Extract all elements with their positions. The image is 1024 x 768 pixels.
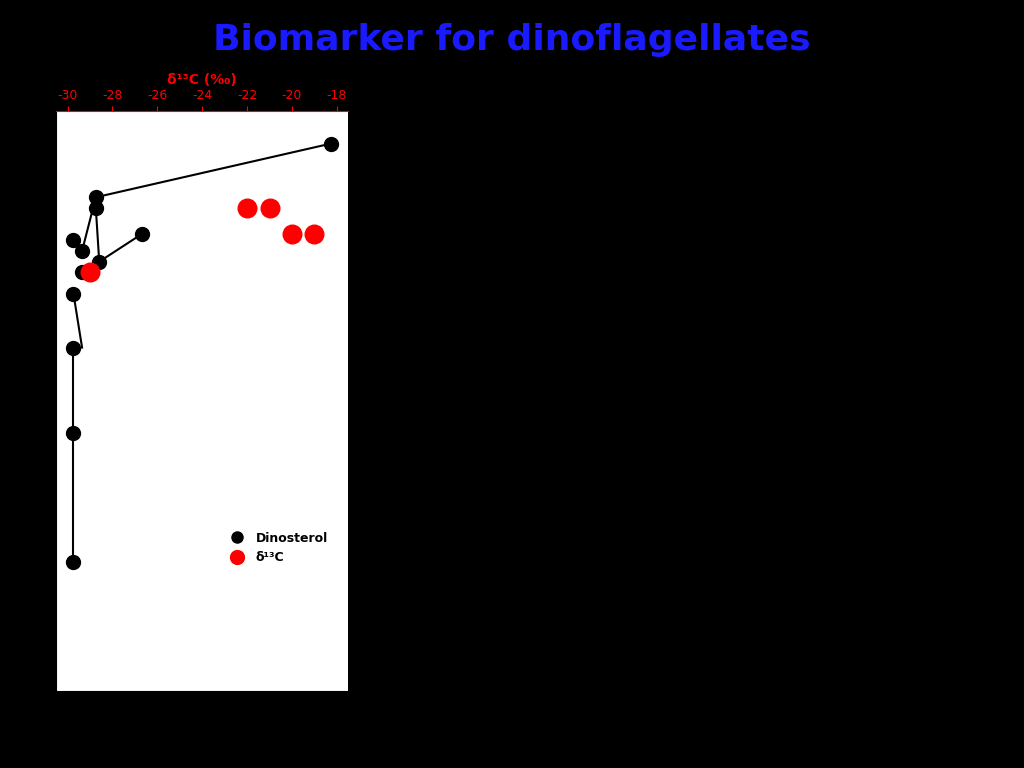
Point (66, 342, 82, 354)
Legend: Dinosterol, δ¹³C: Dinosterol, δ¹³C (220, 527, 333, 569)
Point (66, 427, 82, 439)
Point (66, 556, 82, 568)
Text: Biomarker for dinoflagellates: Biomarker for dinoflagellates (213, 23, 811, 58)
Text: cholest-22E-en-3β-ol): cholest-22E-en-3β-ol) (437, 364, 940, 406)
Point (82, 266, 98, 279)
Point (239, 202, 255, 214)
Point (74, 245, 90, 257)
Point (134, 227, 151, 240)
Text: (4α,23,24-trimethyl-5α-: (4α,23,24-trimethyl-5α- (414, 273, 964, 315)
Point (323, 137, 339, 150)
Point (66, 288, 82, 300)
Point (284, 227, 300, 240)
Point (88, 202, 104, 214)
Point (261, 202, 278, 214)
X-axis label: δ¹³C (‰): δ¹³C (‰) (167, 74, 238, 88)
Text: H: H (631, 594, 639, 604)
Point (88, 191, 104, 204)
Point (306, 227, 323, 240)
Point (91, 256, 108, 268)
Text: H: H (699, 594, 708, 604)
Text: Dinosterol: Dinosterol (543, 165, 835, 213)
X-axis label: Dinosterol (ng/L): Dinosterol (ng/L) (136, 720, 268, 733)
Text: HO: HO (486, 621, 505, 631)
Point (66, 234, 82, 247)
Point (74, 266, 90, 279)
Text: H: H (779, 566, 787, 576)
Y-axis label: Depth (m): Depth (m) (3, 362, 17, 441)
Text: H: H (762, 575, 770, 585)
